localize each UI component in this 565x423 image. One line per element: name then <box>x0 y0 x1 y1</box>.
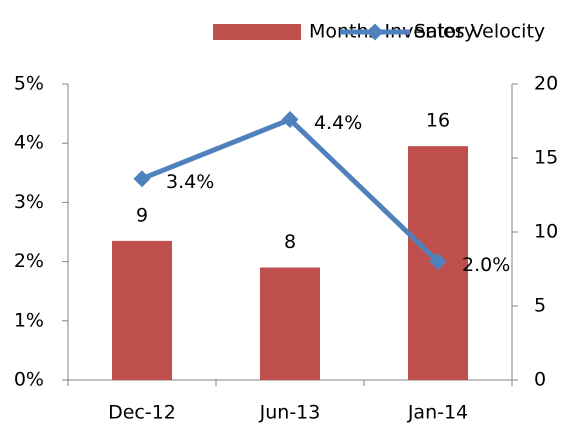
marker <box>133 170 151 188</box>
y2-tick-label: 15 <box>534 147 558 169</box>
x-tick-label: Dec-12 <box>108 402 176 423</box>
bar <box>260 267 320 380</box>
y2-tick-label: 20 <box>534 73 558 95</box>
y-tick-label: 4% <box>14 132 44 154</box>
marker <box>429 253 447 271</box>
x-tick-label: Jun-13 <box>259 402 321 423</box>
y2-tick-label: 5 <box>534 295 546 317</box>
marker <box>281 111 299 129</box>
x-tick-label: Jan-14 <box>407 402 468 423</box>
bar-label: 8 <box>284 231 296 253</box>
bar <box>112 240 172 380</box>
bar-label: 16 <box>426 110 450 132</box>
line-label: 2.0% <box>462 254 510 276</box>
bar-label: 9 <box>136 204 148 226</box>
legend-label: Sales Velocity <box>414 21 545 43</box>
y-tick-label: 1% <box>14 309 44 331</box>
y-tick-label: 0% <box>14 369 44 391</box>
y-tick-label: 2% <box>14 250 44 272</box>
legend-swatch <box>213 24 301 40</box>
y2-tick-label: 0 <box>534 369 546 391</box>
line-label: 4.4% <box>314 112 362 134</box>
line-label: 3.4% <box>166 171 214 193</box>
y-tick-label: 3% <box>14 191 44 213</box>
y2-tick-label: 10 <box>534 221 558 243</box>
y-tick-label: 5% <box>14 73 44 95</box>
